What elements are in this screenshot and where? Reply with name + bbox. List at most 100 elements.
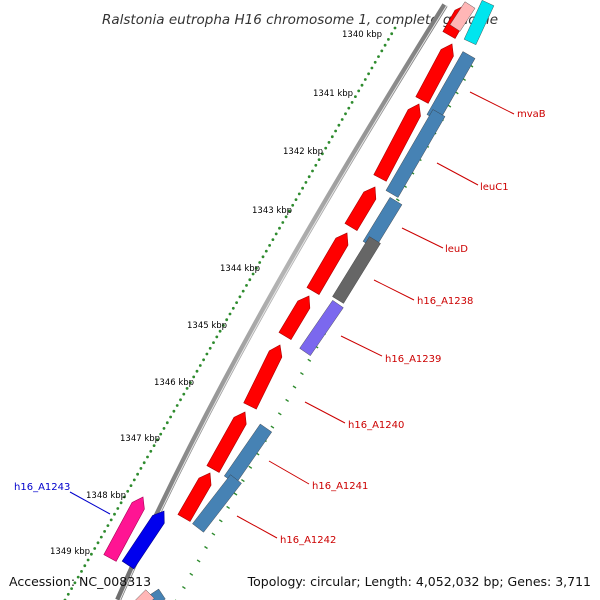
- forward-gene-arrow[interactable]: [373, 103, 421, 182]
- scale-dot: [241, 289, 245, 293]
- scale-dot: [132, 478, 136, 482]
- callout-line: [236, 515, 278, 539]
- scale-dot: [245, 284, 248, 287]
- scale-dot: [274, 232, 278, 236]
- feature-tick: [395, 198, 400, 202]
- scale-dot: [278, 226, 281, 230]
- callout-line: [304, 401, 346, 424]
- scale-dot: [182, 392, 186, 396]
- scale-dot: [185, 387, 189, 390]
- scale-dot: [327, 141, 331, 144]
- feature-tick: [270, 425, 275, 429]
- gene-label-h16-a1238[interactable]: h16_A1238: [417, 296, 473, 307]
- scale-dot: [271, 238, 275, 242]
- scale-dot: [192, 375, 196, 379]
- accession-text: Accession: NC_008313: [9, 574, 151, 589]
- gene-label-leuD[interactable]: leuD: [445, 244, 468, 255]
- purple-gene-bar[interactable]: [299, 300, 344, 356]
- scale-dot: [360, 83, 364, 87]
- scale-dot: [301, 186, 304, 190]
- scale-dot: [119, 501, 123, 505]
- backbone-ring: [115, 3, 448, 600]
- scale-dot: [294, 198, 298, 202]
- gene-label-h16-a1243[interactable]: h16_A1243: [14, 482, 70, 493]
- tick-label: 1349 kbp: [50, 547, 90, 557]
- callout-line: [340, 335, 383, 357]
- genome-summary-text: Topology: circular; Length: 4,052,032 bp…: [247, 574, 591, 589]
- forward-gene-arrow[interactable]: [306, 232, 349, 295]
- forward-gene-arrow[interactable]: [415, 43, 454, 104]
- feature-tick: [211, 532, 216, 536]
- scale-dot: [297, 192, 301, 196]
- scale-dot: [80, 570, 83, 573]
- scale-dot: [93, 547, 97, 550]
- gene-label-mvaB[interactable]: mvaB: [517, 109, 546, 120]
- scale-dot: [350, 101, 354, 104]
- callout-line: [268, 460, 310, 485]
- scale-dot: [90, 552, 93, 556]
- scale-dot: [377, 55, 380, 58]
- scale-dot: [235, 301, 239, 304]
- scale-dot: [311, 169, 314, 173]
- scale-dot: [334, 129, 337, 133]
- scale-dot: [202, 358, 206, 362]
- scale-dot: [208, 346, 212, 350]
- gray-gene-bar[interactable]: [332, 236, 381, 304]
- gene-label-leuC1[interactable]: leuC1: [480, 182, 509, 193]
- cyan-gene-segment[interactable]: [463, 0, 495, 45]
- scale-dot: [367, 72, 370, 76]
- tick-label: 1347 kbp: [120, 434, 160, 444]
- scale-dot: [76, 575, 80, 579]
- forward-gene-arrow[interactable]: [177, 472, 212, 522]
- scale-dot: [159, 432, 163, 436]
- scale-dot: [268, 244, 271, 247]
- feature-tick: [300, 372, 304, 376]
- scale-dot: [215, 335, 219, 339]
- scale-dot: [340, 118, 344, 121]
- scale-dot: [222, 324, 225, 327]
- scale-dot: [330, 135, 334, 139]
- scale-dot: [225, 318, 229, 322]
- backbone-highlight: [119, 4, 448, 600]
- forward-gene-arrow[interactable]: [278, 295, 311, 341]
- forward-blue-gene[interactable]: [121, 510, 165, 570]
- forward-gene-arrow[interactable]: [206, 411, 247, 473]
- scale-dot: [363, 78, 367, 81]
- forward-gene-arrow[interactable]: [243, 344, 283, 410]
- bottom-pink-segment[interactable]: [134, 589, 155, 600]
- feature-tick: [189, 572, 194, 576]
- scale-dot: [96, 541, 100, 545]
- callout-line: [373, 279, 415, 301]
- scale-dot: [337, 123, 341, 127]
- gene-label-h16-a1241[interactable]: h16_A1241: [312, 481, 368, 492]
- scale-dot: [314, 163, 318, 167]
- scale-dot: [218, 329, 222, 333]
- scale-dot: [109, 518, 113, 522]
- scale-dot: [288, 209, 291, 213]
- tick-label: 1343 kbp: [252, 206, 292, 216]
- scale-dot: [281, 221, 285, 224]
- tick-label: 1346 kbp: [154, 378, 194, 388]
- reverse-gene-bar[interactable]: [192, 474, 242, 533]
- scale-dot: [307, 175, 311, 179]
- scale-dot: [291, 203, 295, 207]
- pink-gene-segment[interactable]: [449, 1, 476, 32]
- scale-dot: [179, 398, 182, 402]
- scale-dot: [149, 449, 153, 453]
- gene-label-h16-a1242[interactable]: h16_A1242: [280, 535, 336, 546]
- scale-dot: [123, 495, 126, 499]
- scale-dot: [238, 295, 242, 299]
- scale-dot: [142, 461, 146, 465]
- scale-dot: [99, 535, 103, 539]
- gene-label-h16-a1240[interactable]: h16_A1240: [348, 420, 404, 431]
- forward-gene-arrow[interactable]: [344, 186, 377, 232]
- map-title: Ralstonia eutropha H16 chromosome 1, com…: [102, 12, 498, 28]
- feature-tick: [226, 505, 230, 509]
- reverse-gene-bar[interactable]: [385, 109, 446, 198]
- scale-dots: [63, 26, 397, 600]
- scale-dot: [344, 112, 347, 116]
- callout-line: [469, 91, 515, 115]
- gene-label-h16-a1239[interactable]: h16_A1239: [385, 354, 441, 365]
- h16-a1243-gene[interactable]: [103, 496, 145, 562]
- callout-line: [401, 227, 444, 249]
